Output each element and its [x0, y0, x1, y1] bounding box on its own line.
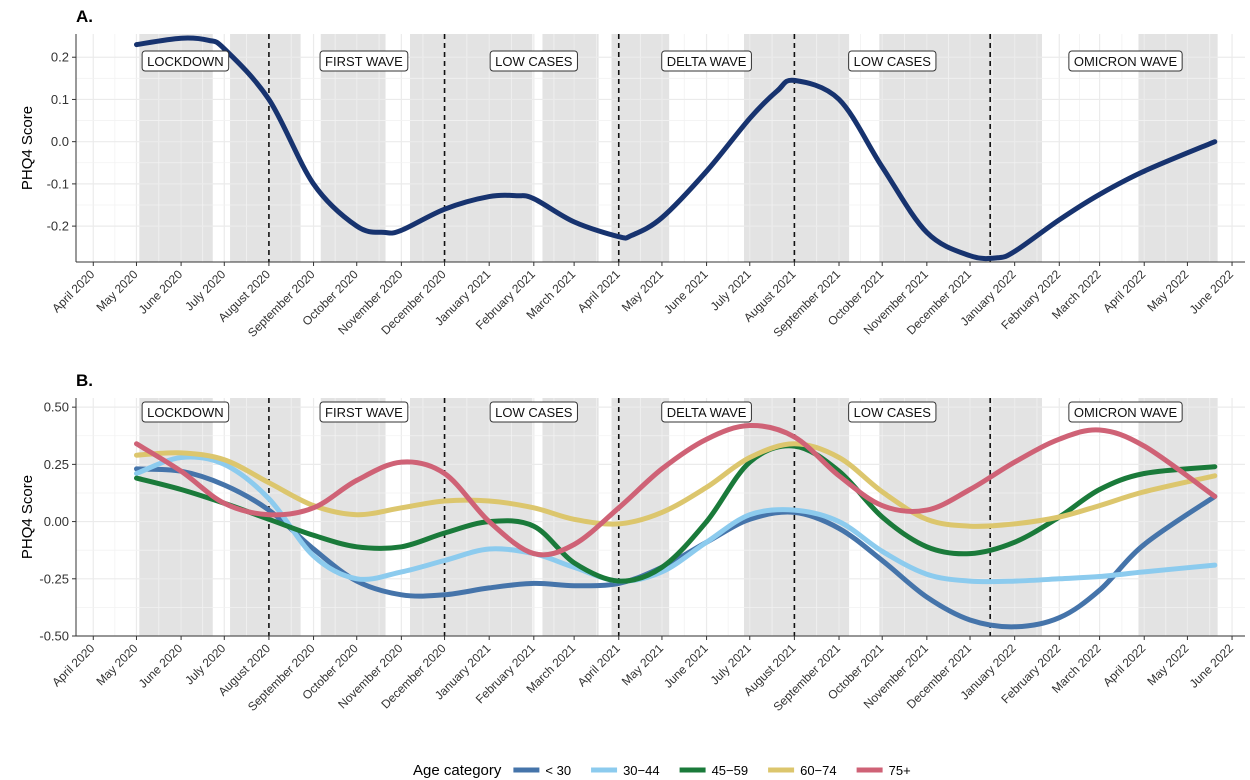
x-tick-label: May 2022 — [1144, 267, 1191, 314]
wave-label-text: DELTA WAVE — [667, 405, 747, 420]
y-tick-label: -0.50 — [39, 629, 69, 644]
legend-label-3: 60−74 — [800, 763, 837, 778]
x-tick-label: May 2022 — [1144, 641, 1191, 688]
x-tick-label: July 2021 — [708, 267, 754, 313]
x-tick-label: July 2021 — [708, 641, 754, 687]
shaded-period-p2-8 — [1138, 398, 1218, 636]
panel-b-letter: B. — [76, 371, 93, 390]
wave-label-text: FIRST WAVE — [325, 54, 403, 69]
x-tick-label: May 2021 — [619, 267, 666, 314]
panel-a-letter: A. — [76, 7, 93, 26]
wave-label-box — [1068, 50, 1183, 72]
wave-label-text: FIRST WAVE — [325, 405, 403, 420]
y-axis-title: PHQ4 Score — [19, 475, 36, 559]
wave-label-text: DELTA WAVE — [667, 54, 747, 69]
x-tick-label: June 2020 — [136, 267, 186, 317]
series-line-p1-0 — [134, 35, 1218, 262]
wave-label-box — [848, 50, 937, 72]
legend: Age category < 30 30−44 45−59 60−74 75+ — [413, 762, 911, 779]
wave-label-box — [848, 401, 937, 423]
wave-label-text: LOW CASES — [854, 54, 932, 69]
y-tick-label: 0.50 — [44, 400, 69, 415]
wave-label-text: LOCKDOWN — [147, 405, 224, 420]
wave-label-box — [319, 50, 409, 72]
x-tick-label: June 2020 — [136, 641, 186, 691]
y-tick-label: 0.25 — [44, 457, 69, 472]
y-tick-label: 0.2 — [51, 50, 69, 65]
x-tick-label: April 2020 — [49, 267, 97, 315]
wave-label-box — [489, 401, 578, 423]
x-tick-label: June 2022 — [1187, 641, 1237, 691]
wave-label-box — [661, 401, 752, 423]
y-tick-label: 0.00 — [44, 514, 69, 529]
wave-label-box — [489, 50, 578, 72]
y-axis-title: PHQ4 Score — [19, 106, 36, 190]
shaded-period-p1-1 — [230, 34, 301, 262]
wave-label-text: LOW CASES — [495, 405, 573, 420]
series-line-p2-4 — [134, 422, 1218, 558]
shaded-period-p1-6 — [744, 34, 850, 262]
x-tick-label: April 2022 — [1100, 641, 1148, 689]
wave-label-box — [141, 50, 230, 72]
legend-label-2: 45−59 — [712, 763, 749, 778]
x-tick-label: July 2020 — [182, 641, 228, 687]
series-lines-layer — [134, 35, 1218, 630]
x-tick-label: June 2021 — [661, 267, 711, 317]
wave-label-text: LOCKDOWN — [147, 54, 224, 69]
shaded-periods-layer — [139, 34, 1218, 636]
gridlines-layer — [76, 34, 1245, 637]
legend-label-0: < 30 — [545, 763, 571, 778]
y-tick-label: 0.1 — [51, 92, 69, 107]
legend-label-4: 75+ — [889, 763, 911, 778]
shaded-period-p2-0 — [139, 398, 213, 636]
y-tick-label: -0.25 — [39, 571, 69, 586]
wave-labels-layer: LOCKDOWN FIRST WAVE LOW CASES DELTA WAVE LOW… — [141, 50, 1183, 423]
x-tick-label: April 2020 — [49, 641, 97, 689]
wave-label-text: LOW CASES — [854, 405, 932, 420]
shaded-period-p2-7 — [879, 398, 1043, 636]
wave-label-box — [661, 50, 752, 72]
wave-label-box — [1068, 401, 1183, 423]
x-tick-label: June 2022 — [1187, 267, 1237, 317]
x-tick-label: May 2021 — [619, 641, 666, 688]
y-tick-label: -0.1 — [47, 176, 69, 191]
legend-title: Age category — [413, 762, 502, 779]
wave-label-box — [319, 401, 409, 423]
x-tick-label: April 2022 — [1100, 267, 1148, 315]
y-tick-label: -0.2 — [47, 219, 69, 234]
shaded-period-p1-4 — [542, 34, 599, 262]
shaded-period-p2-3 — [410, 398, 533, 636]
wave-label-box — [141, 401, 230, 423]
x-tick-label: July 2020 — [182, 267, 228, 313]
wave-label-text: OMICRON WAVE — [1074, 54, 1178, 69]
y-tick-label: 0.0 — [51, 134, 69, 149]
x-tick-label: April 2021 — [575, 267, 623, 315]
x-tick-label: April 2021 — [575, 641, 623, 689]
wave-label-text: LOW CASES — [495, 54, 573, 69]
wave-label-text: OMICRON WAVE — [1074, 405, 1178, 420]
series-line-p2-1 — [134, 454, 1218, 585]
shaded-period-p1-0 — [139, 34, 213, 262]
x-tick-label: May 2020 — [93, 641, 140, 688]
x-tick-label: May 2020 — [93, 267, 140, 314]
x-tick-label: June 2021 — [661, 641, 711, 691]
series-line-p2-2 — [134, 443, 1218, 584]
legend-label-1: 30−44 — [623, 763, 660, 778]
shaded-period-p1-3 — [410, 34, 533, 262]
